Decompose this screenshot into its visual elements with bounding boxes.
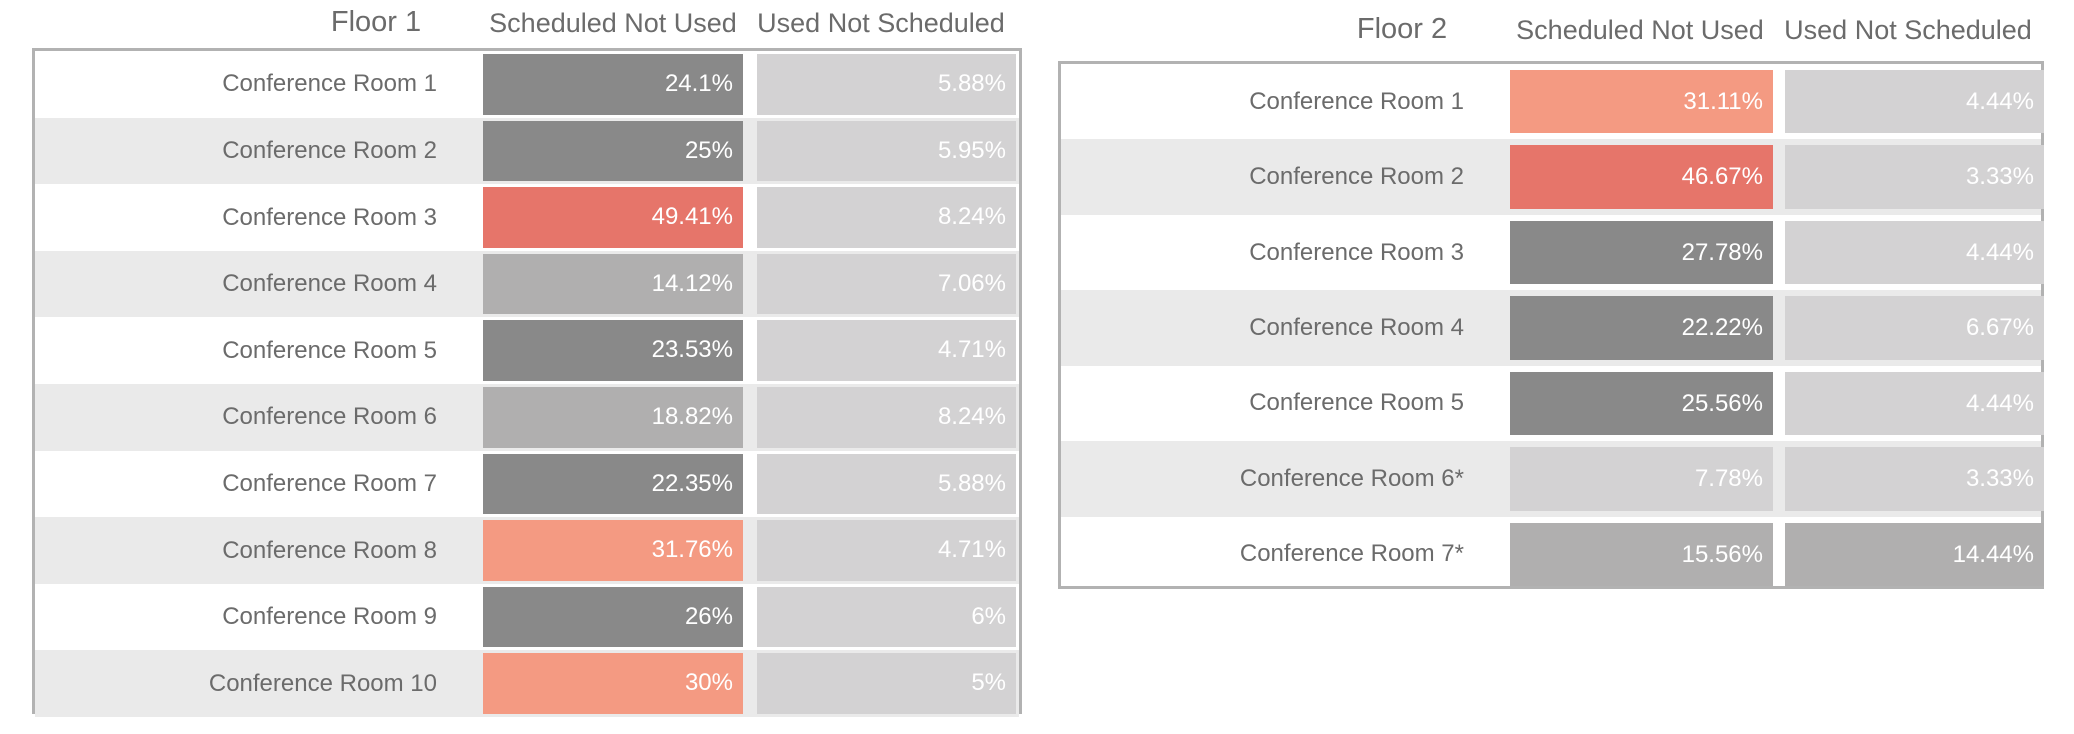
used-not-scheduled-cell: 4.71%: [757, 520, 1016, 581]
used-not-scheduled-cell: 8.24%: [757, 187, 1016, 248]
scheduled-not-used-cell: 46.67%: [1510, 145, 1773, 209]
used-not-scheduled-cell: 4.44%: [1785, 70, 2044, 134]
room-label: Conference Room 8: [222, 536, 437, 564]
room-label: Conference Room 10: [208, 669, 437, 697]
used-not-scheduled-cell: 6%: [757, 586, 1016, 648]
room-label: Conference Room 7: [222, 469, 437, 497]
used-not-scheduled-cell: 5.88%: [757, 54, 1016, 115]
scheduled-not-used-cell: 31.76%: [483, 520, 743, 581]
used-not-scheduled-cell: 6.67%: [1785, 296, 2044, 360]
room-label: Conference Room 4: [222, 270, 437, 298]
scheduled-not-used-cell: 15.56%: [1510, 522, 1773, 586]
used-not-scheduled-cell: 7.06%: [757, 253, 1016, 315]
room-label: Conference Room 5: [1249, 389, 1464, 417]
used-not-scheduled-cell: 5.95%: [757, 120, 1016, 182]
room-label: Conference Room 3: [222, 203, 437, 231]
room-label: Conference Room 2: [222, 136, 437, 164]
used-not-scheduled-cell: 3.33%: [1785, 447, 2044, 511]
scheduled-not-used-cell: 24.1%: [483, 54, 743, 115]
used-not-scheduled-cell: 14.44%: [1785, 522, 2044, 586]
scheduled-not-used-cell: 25%: [483, 120, 743, 182]
room-label: Conference Room 3: [1249, 238, 1464, 266]
used-not-scheduled-cell: 4.44%: [1785, 371, 2044, 436]
used-not-scheduled-cell: 5%: [757, 653, 1016, 714]
floor2-header-scheduled-not-used: Scheduled Not Used: [1516, 15, 1764, 45]
room-label: Conference Room 1: [222, 70, 437, 98]
scheduled-not-used-cell: 27.78%: [1510, 220, 1773, 285]
room-label: Conference Room 6: [222, 403, 437, 431]
room-label: Conference Room 5: [222, 336, 437, 364]
scheduled-not-used-cell: 7.78%: [1510, 447, 1773, 511]
room-label: Conference Room 9: [222, 603, 437, 631]
room-label: Conference Room 7*: [1239, 540, 1464, 568]
scheduled-not-used-cell: 30%: [483, 653, 743, 714]
scheduled-not-used-cell: 23.53%: [483, 320, 743, 381]
used-not-scheduled-cell: 8.24%: [757, 387, 1016, 448]
scheduled-not-used-cell: 22.35%: [483, 453, 743, 515]
room-label: Conference Room 4: [1249, 314, 1464, 341]
scheduled-not-used-cell: 18.82%: [483, 387, 743, 448]
floor1-header-scheduled-not-used: Scheduled Not Used: [489, 8, 737, 38]
floor1-header-used-not-scheduled: Used Not Scheduled: [757, 8, 1005, 38]
used-not-scheduled-cell: 3.33%: [1785, 145, 2044, 209]
floor1-title: Floor 1: [330, 6, 422, 38]
room-label: Conference Room 2: [1249, 163, 1464, 191]
floor2-title: Floor 2: [1356, 13, 1448, 45]
scheduled-not-used-cell: 26%: [483, 586, 743, 648]
used-not-scheduled-cell: 4.44%: [1785, 220, 2044, 285]
used-not-scheduled-cell: 5.88%: [757, 453, 1016, 515]
floor2-header-used-not-scheduled: Used Not Scheduled: [1784, 15, 2032, 45]
scheduled-not-used-cell: 22.22%: [1510, 296, 1773, 360]
scheduled-not-used-cell: 31.11%: [1510, 70, 1773, 134]
room-label: Conference Room 1: [1249, 87, 1464, 115]
used-not-scheduled-cell: 4.71%: [757, 320, 1016, 381]
room-label: Conference Room 6*: [1239, 464, 1464, 492]
scheduled-not-used-cell: 49.41%: [483, 187, 743, 248]
scheduled-not-used-cell: 25.56%: [1510, 371, 1773, 436]
scheduled-not-used-cell: 14.12%: [483, 253, 743, 315]
